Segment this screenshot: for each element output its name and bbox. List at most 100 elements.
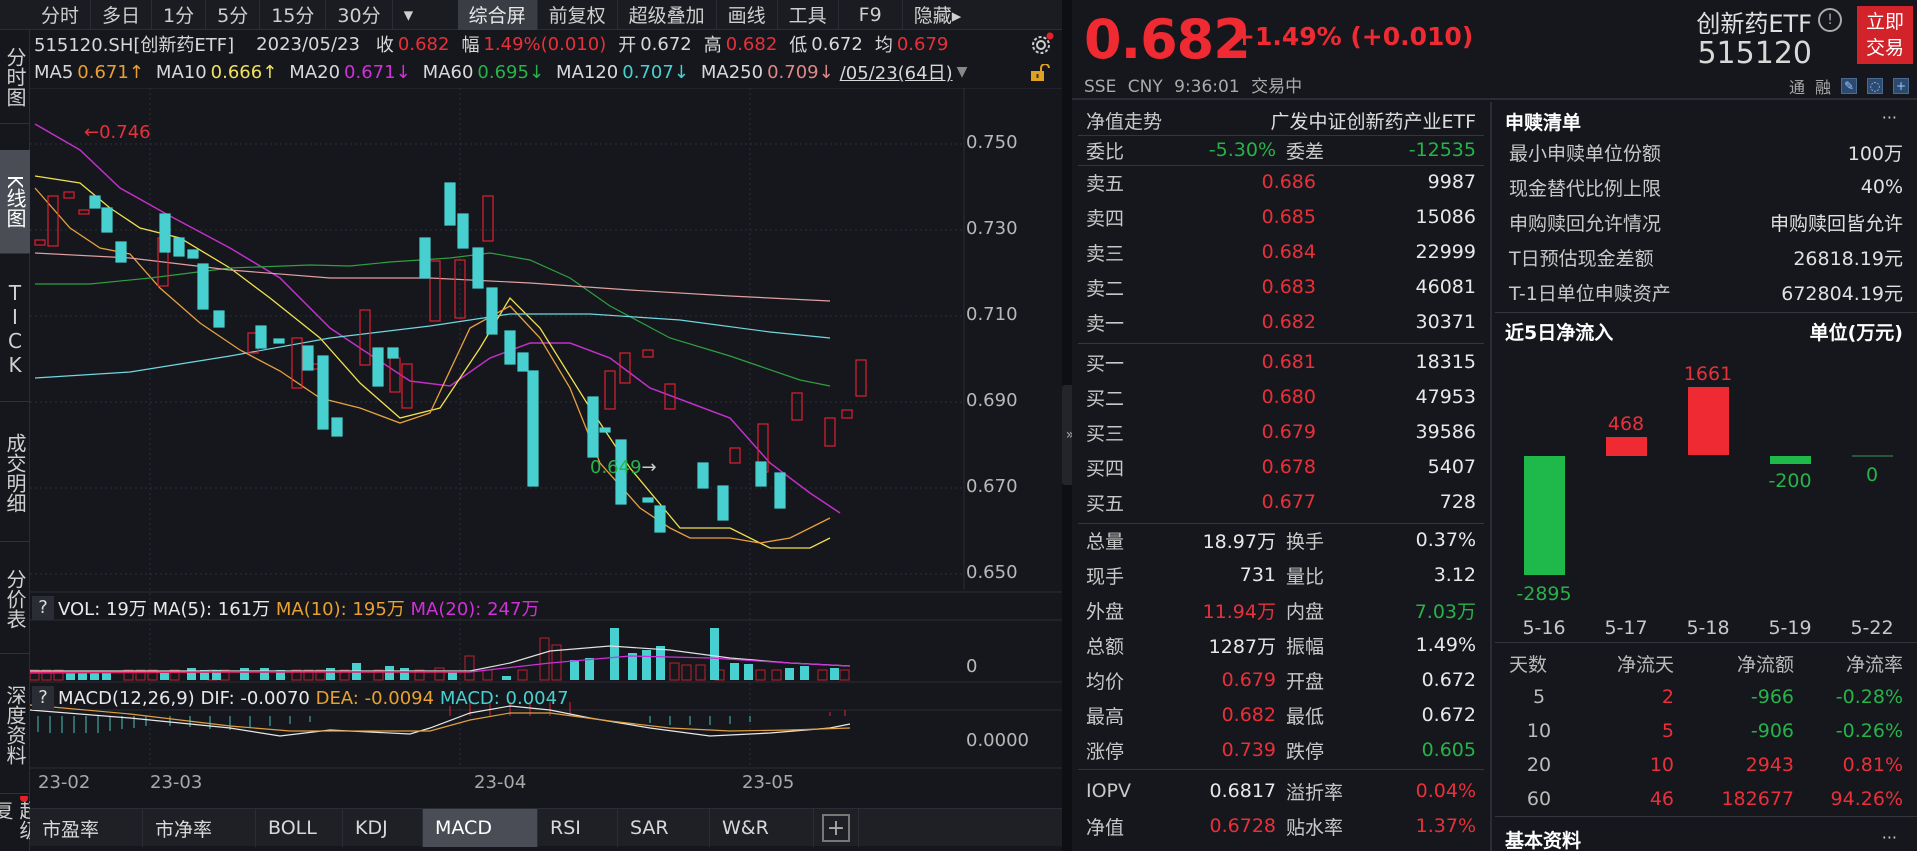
ask-row[interactable]: 卖三 0.684 22999 [1086,238,1476,266]
bid-row[interactable]: 买二 0.680 47953 [1086,383,1476,411]
draw-line-button[interactable]: 画线 [717,0,778,30]
tab-super-replay[interactable]: 超级复 [0,796,30,851]
redemption-row: T日预估现金差额 26818.19元 [1509,243,1903,271]
bar-date: 5-18 [1686,617,1729,639]
stat-value: 0.605 [1421,739,1476,761]
tab-multiday[interactable]: 多日 [91,0,153,30]
tag-tong: 通 [1788,78,1805,97]
tab-price-distribution[interactable]: 分价表 [0,544,30,654]
avg-label: 均 [874,35,893,56]
tab-label: K线图 [3,174,27,229]
macd-value: MACD: 0.0047 [439,687,569,709]
ask-row[interactable]: 卖二 0.683 46081 [1086,273,1476,301]
bid-row[interactable]: 买一 0.681 18315 [1086,348,1476,376]
ask-row[interactable]: 卖五 0.686 9987 [1086,168,1476,196]
stat-row: 均价 0.679 开盘 0.672 [1086,666,1476,694]
col-amount: 净流额 [1736,653,1794,676]
tab-kline-chart[interactable]: K线图 [0,150,30,254]
etf-label: IOPV [1086,780,1132,802]
stat-label: 内盘 [1286,600,1325,623]
tab-timeshare-chart[interactable]: 分时图 [0,30,30,124]
redemption-row: 最小申赎单位份额 100万 [1509,138,1903,166]
redemption-more-button[interactable]: ··· [1881,108,1897,127]
kline-chart-canvas[interactable]: ←0.746 0.649→ [30,88,1062,778]
ask-level: 卖三 [1086,242,1125,265]
bar-value: 1661 [1684,363,1732,385]
forward-adjust-button[interactable]: 前复权 [538,0,618,30]
ask-row[interactable]: 卖一 0.682 30371 [1086,308,1476,336]
tab-15min[interactable]: 15分 [260,0,327,30]
stat-label: 换手 [1286,530,1325,553]
add-watchlist-icon[interactable]: + [1893,78,1909,94]
tab-rsi[interactable]: RSI [538,809,618,847]
super-overlay-button[interactable]: 超级叠加 [618,0,717,30]
order-book-panel: 净值走势 广发中证创新药产业ETF 委比 -5.30% 委差 -12535 卖五… [1072,102,1492,851]
date-range-link[interactable]: /05/23(64日) [839,63,953,84]
tab-30min[interactable]: 30分 [326,0,393,30]
unlock-icon[interactable] [1030,64,1050,82]
flow-days: 2 [1661,686,1674,708]
stat-label: 涨停 [1086,740,1125,763]
x-tick: 23-05 [742,772,795,793]
x-tick: 23-02 [38,772,91,793]
tab-macd[interactable]: MACD [423,809,538,847]
exchange: SSE [1084,77,1117,97]
trade-button-label: 立即交易 [1865,11,1904,59]
price-change: +1.49% (+0.010) [1234,22,1474,51]
hide-button[interactable]: 隐藏▸ [913,5,962,27]
tab-pb-ratio[interactable]: 市净率 [143,809,256,847]
stat-label: 振幅 [1286,635,1325,658]
info-icon[interactable]: ! [1818,8,1842,32]
settings-gear-icon[interactable] [1030,32,1054,56]
notification-dot [20,796,28,802]
row-label: 最小申赎单位份额 [1509,142,1662,165]
tab-composite-screen[interactable]: 综合屏 [457,0,538,30]
add-indicator-button[interactable]: + [814,809,859,847]
tab-1min[interactable]: 1分 [152,0,207,30]
tab-trade-detail[interactable]: 成交明细 [0,404,30,542]
bid-price: 0.677 [1261,491,1316,513]
row-value: 40% [1860,176,1903,198]
bid-row[interactable]: 买三 0.679 39586 [1086,418,1476,446]
trade-now-button[interactable]: 立即交易 [1857,6,1913,64]
bid-row[interactable]: 买五 0.677 728 [1086,488,1476,516]
stat-value: 0.739 [1221,739,1276,761]
tab-label: 深度资料 [3,684,27,765]
ask-volume: 22999 [1415,241,1476,263]
ma10-label: MA10 [155,61,207,83]
basic-info-more-button[interactable]: ··· [1881,828,1897,847]
alert-bell-icon[interactable]: ◌ [1867,78,1883,94]
ask-row[interactable]: 卖四 0.685 15086 [1086,203,1476,231]
stat-row: 外盘 11.94万 内盘 7.03万 [1086,596,1476,624]
f9-button[interactable]: F9 [839,0,903,30]
macd-help-button[interactable]: ? [32,686,54,710]
tools-button[interactable]: 工具 [778,0,839,30]
tab-depth-data[interactable]: 深度资料 [0,656,30,794]
currency: CNY [1127,77,1163,97]
stat-label: 跌停 [1286,740,1325,763]
macd-dea: DEA: -0.0094 [315,687,435,709]
volume-help-button[interactable]: ? [32,596,54,620]
bid-price: 0.681 [1261,351,1316,373]
stat-value: 0.672 [1421,704,1476,726]
tab-tick[interactable]: TICK [0,256,30,402]
tab-kdj[interactable]: KDJ [343,809,423,847]
y-tick: 0.750 [966,132,1018,153]
edit-icon[interactable]: ✎ [1841,78,1857,94]
period-dropdown-icon[interactable]: ▾ [403,3,414,26]
tab-pe-ratio[interactable]: 市盈率 [30,809,143,847]
nav-trend-row[interactable]: 净值走势 广发中证创新药产业ETF [1086,106,1476,134]
weibi-row: 委比 -5.30% 委差 -12535 [1086,136,1476,164]
tab-sar[interactable]: SAR [618,809,710,847]
netflow-table-row: 5 2 -966 -0.28% [1509,681,1903,713]
tab-5min[interactable]: 5分 [206,0,261,30]
bid-row[interactable]: 买四 0.678 5407 [1086,453,1476,481]
ask-price: 0.683 [1261,276,1316,298]
tab-boll[interactable]: BOLL [256,809,343,847]
range-label: 幅 [461,35,480,56]
range-dropdown-icon[interactable]: ▼ [956,64,968,80]
tab-intraday[interactable]: 分时 [30,0,92,30]
tab-wr[interactable]: W&R [710,809,814,847]
stat-label: 总额 [1086,635,1125,658]
